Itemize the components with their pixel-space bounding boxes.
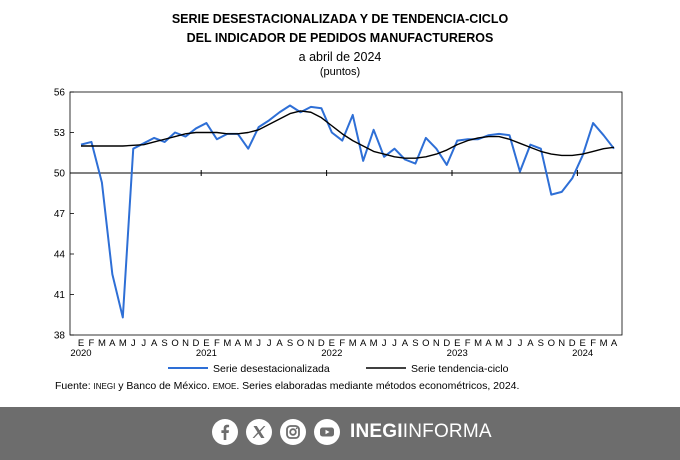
- x-year-label: 2024: [572, 348, 593, 359]
- x-month-label: D: [443, 338, 450, 349]
- x-month-label: E: [203, 338, 209, 349]
- series-line-tendencia-ciclo: [81, 110, 615, 159]
- x-month-label: M: [119, 338, 127, 349]
- x-month-label: N: [433, 338, 440, 349]
- x-month-label: M: [98, 338, 106, 349]
- x-month-label: O: [171, 338, 178, 349]
- chart-subtitle: a abril de 2024: [298, 50, 382, 64]
- x-month-label: M: [370, 338, 378, 349]
- x-month-label: J: [392, 338, 397, 349]
- x-month-label: J: [141, 338, 146, 349]
- y-tick-label: 44: [54, 250, 66, 261]
- x-year-label: 2022: [321, 348, 342, 359]
- x-month-label: M: [474, 338, 482, 349]
- x-month-label: F: [89, 338, 95, 349]
- brand-bold: INEGI: [350, 421, 403, 442]
- x-month-label: J: [267, 338, 272, 349]
- plot-frame: [69, 91, 623, 336]
- source-inegi: INEGI: [93, 382, 116, 391]
- x-month-label: A: [109, 338, 116, 349]
- source-suffix: . Series elaboradas mediante métodos eco…: [236, 380, 520, 392]
- y-tick-label: 53: [54, 128, 66, 139]
- y-tick-label: 50: [54, 169, 66, 180]
- source-middle: y Banco de México.: [115, 380, 213, 392]
- instagram-icon[interactable]: [280, 419, 306, 445]
- x-month-label: A: [611, 338, 618, 349]
- legend-label-desestacionalizada: Serie desestacionalizada: [213, 363, 330, 375]
- x-month-label: F: [214, 338, 220, 349]
- x-month-label: F: [590, 338, 596, 349]
- x-month-label: S: [412, 338, 418, 349]
- x-month-label: J: [256, 338, 261, 349]
- x-month-label: J: [131, 338, 136, 349]
- x-month-label: A: [360, 338, 367, 349]
- x-month-label: A: [235, 338, 242, 349]
- x-month-label: M: [244, 338, 252, 349]
- chart-units: (puntos): [319, 66, 361, 78]
- x-month-label: D: [193, 338, 200, 349]
- brand-light: INFORMA: [402, 421, 492, 442]
- x-year-label: 2023: [447, 348, 468, 359]
- youtube-icon[interactable]: [314, 419, 340, 445]
- x-month-label: A: [485, 338, 492, 349]
- x-month-label: E: [579, 338, 585, 349]
- x-month-label: N: [307, 338, 314, 349]
- source-note: Fuente: INEGI y Banco de México. EMOE. S…: [55, 380, 519, 392]
- x-month-label: O: [422, 338, 429, 349]
- x-month-label: A: [527, 338, 534, 349]
- source-prefix: Fuente:: [55, 380, 94, 392]
- x-month-label: E: [454, 338, 460, 349]
- x-month-label: S: [538, 338, 544, 349]
- chart-title-line-1: SERIE DESESTACIONALIZADA Y DE TENDENCIA-…: [171, 12, 509, 26]
- x-month-label: A: [402, 338, 409, 349]
- x-month-label: M: [600, 338, 608, 349]
- x-month-label: M: [223, 338, 231, 349]
- x-month-label: J: [507, 338, 512, 349]
- x-year-label: 2021: [196, 348, 217, 359]
- x-month-label: F: [339, 338, 345, 349]
- x-month-label: D: [318, 338, 325, 349]
- y-tick-label: 47: [54, 209, 66, 220]
- x-month-label: S: [161, 338, 167, 349]
- chart-title-line-2: DEL INDICADOR DE PEDIDOS MANUFACTUREROS: [186, 31, 494, 45]
- x-month-label: E: [329, 338, 335, 349]
- x-month-label: J: [382, 338, 387, 349]
- x-month-label: M: [495, 338, 503, 349]
- x-icon[interactable]: [246, 419, 272, 445]
- x-month-label: A: [276, 338, 283, 349]
- x-month-label: O: [548, 338, 555, 349]
- legend-label-tendencia-ciclo: Serie tendencia-ciclo: [411, 363, 509, 375]
- source-emoe: EMOE: [212, 382, 237, 391]
- brand-logo[interactable]: INEGIINFORMA: [350, 421, 492, 443]
- y-tick-label: 41: [54, 290, 66, 301]
- y-tick-label: 38: [54, 331, 66, 342]
- x-month-label: J: [518, 338, 523, 349]
- x-month-label: E: [78, 338, 84, 349]
- x-year-label: 2020: [70, 348, 91, 359]
- x-month-label: S: [287, 338, 293, 349]
- footer-bar: INEGIINFORMA: [0, 407, 680, 460]
- y-tick-label: 56: [54, 88, 66, 99]
- x-month-label: D: [569, 338, 576, 349]
- x-month-label: O: [297, 338, 304, 349]
- x-month-label: N: [558, 338, 565, 349]
- x-month-label: M: [349, 338, 357, 349]
- x-month-label: N: [182, 338, 189, 349]
- x-month-label: F: [465, 338, 471, 349]
- x-month-label: A: [151, 338, 158, 349]
- facebook-icon[interactable]: [212, 419, 238, 445]
